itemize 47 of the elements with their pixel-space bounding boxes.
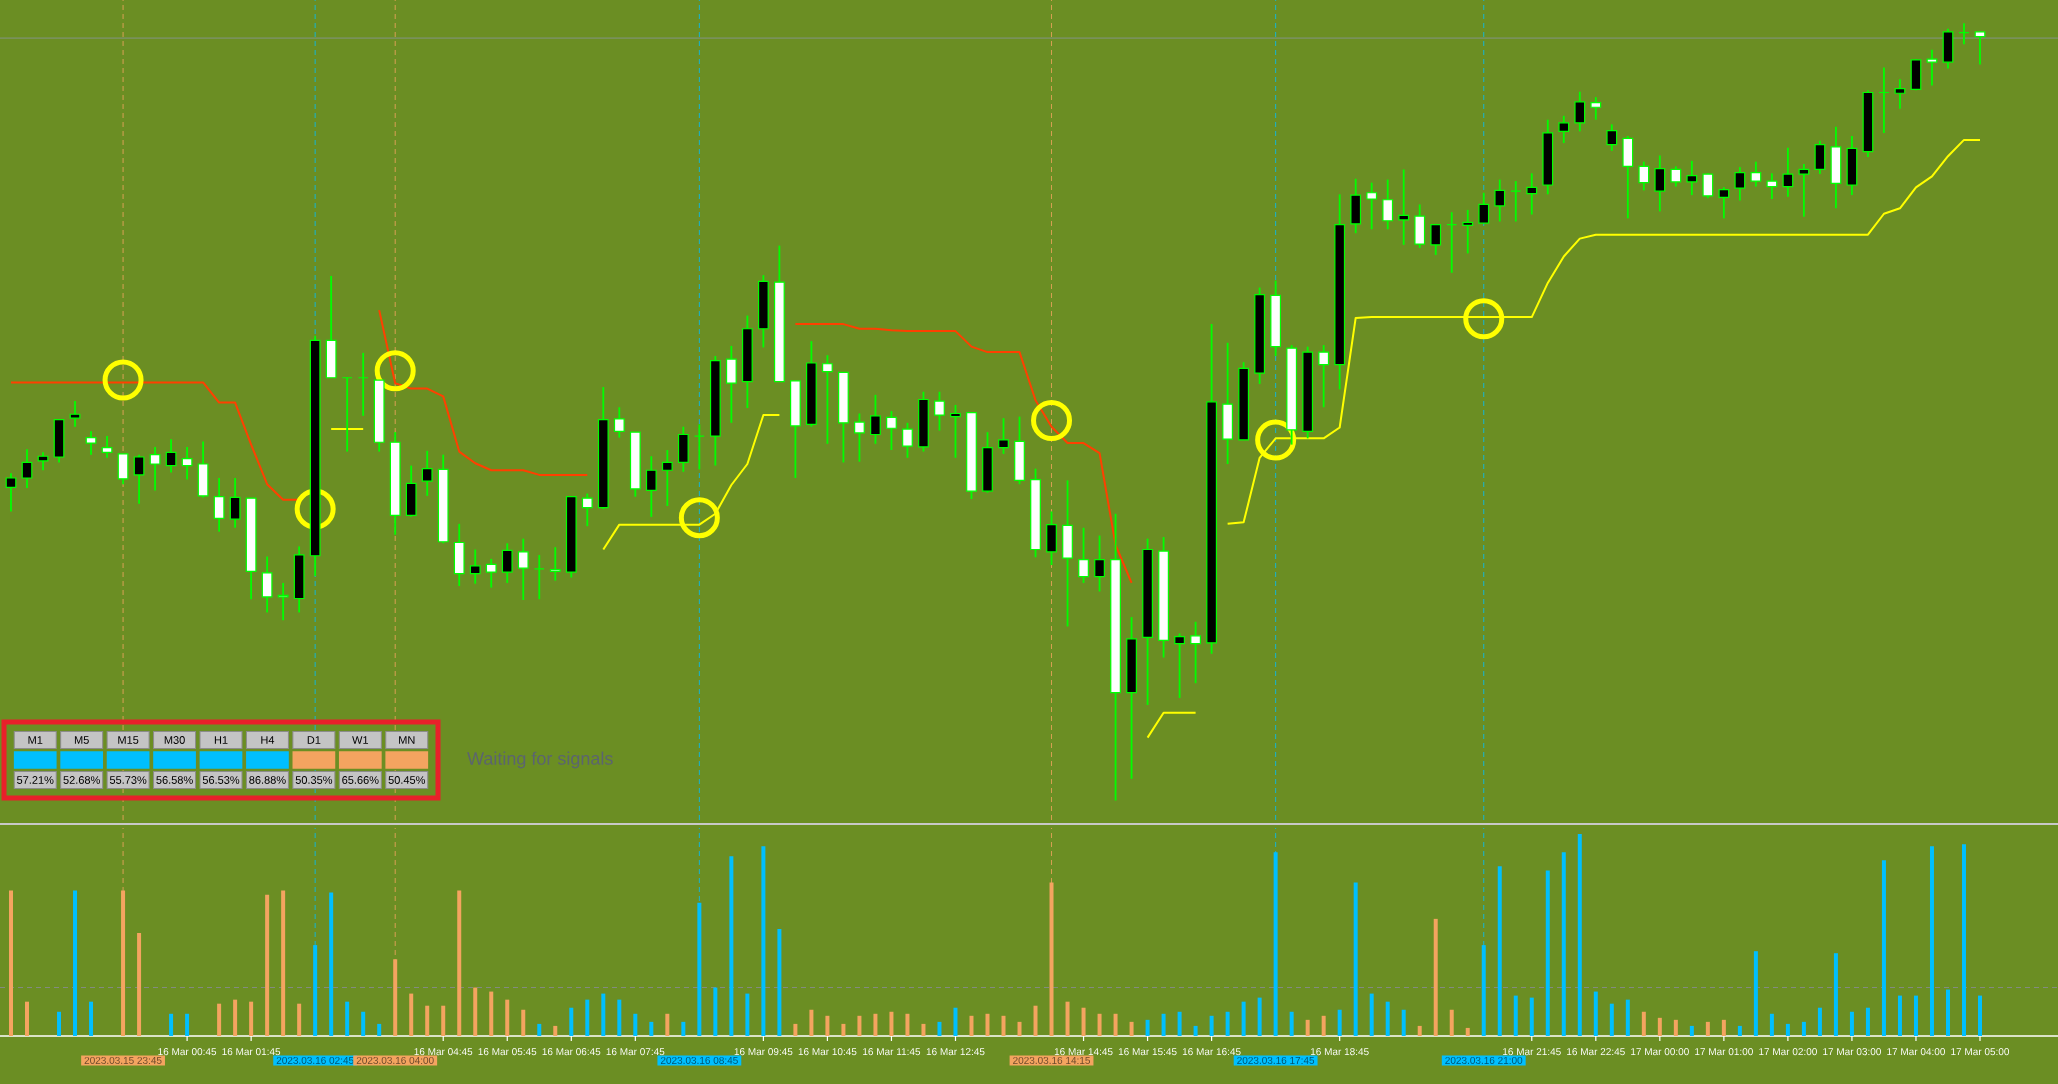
category-label: W1 — [352, 736, 369, 744]
category-label: H4 — [261, 736, 275, 744]
annotation: Waiting for signals — [467, 751, 613, 769]
x-tick-label: 16 Mar 07:45 — [606, 1048, 665, 1056]
category-label: D1 — [307, 736, 321, 744]
x-tick-label: 16 Mar 00:45 — [158, 1048, 217, 1056]
x-tick-label: 2023.03.16 21:00 — [1445, 1056, 1523, 1064]
category-label: M5 — [74, 736, 89, 744]
x-tick-label: 17 Mar 00:00 — [1631, 1048, 1689, 1056]
x-tick-label: 16 Mar 14:45 — [1054, 1048, 1113, 1056]
text: 86.88% — [249, 776, 286, 784]
category-label: MN — [399, 736, 415, 744]
x-tick-label: 16 Mar 05:45 — [478, 1048, 537, 1056]
x-tick-label: 16 Mar 16:45 — [1182, 1048, 1241, 1056]
x-tick-label: 16 Mar 10:45 — [798, 1048, 857, 1056]
text: 57.21% — [17, 776, 54, 784]
x-tick-label: 17 Mar 03:00 — [1823, 1048, 1881, 1056]
x-tick-label: 2023.03.16 04:00 — [356, 1056, 434, 1064]
x-tick-label: 2023.03.16 08:45 — [660, 1056, 738, 1064]
category-label: M1 — [28, 736, 43, 744]
x-tick-label: 2023.03.16 17:45 — [1237, 1056, 1315, 1064]
x-tick-label: 16 Mar 15:45 — [1118, 1048, 1177, 1056]
x-tick-label: 16 Mar 22:45 — [1567, 1048, 1625, 1056]
text: 50.35% — [295, 776, 333, 784]
x-tick-label: 16 Mar 04:45 — [414, 1048, 473, 1056]
x-tick-label: 17 Mar 01:00 — [1695, 1048, 1753, 1056]
text: 65.66% — [342, 776, 379, 784]
x-tick-label: 17 Mar 04:00 — [1887, 1048, 1946, 1056]
category-label: M15 — [118, 736, 139, 744]
text: 56.53% — [202, 776, 240, 784]
x-tick-label: 16 Mar 21:45 — [1503, 1048, 1561, 1056]
text: 55.73% — [109, 776, 147, 784]
x-tick-label: 2023.03.15 23:45 — [84, 1056, 162, 1064]
x-tick-label: 16 Mar 12:45 — [926, 1048, 985, 1056]
x-tick-label: 17 Mar 05:00 — [1951, 1048, 2010, 1056]
x-tick-label: 16 Mar 01:45 — [222, 1048, 281, 1056]
text: 52.68% — [63, 776, 100, 784]
x-tick-label: 16 Mar 18:45 — [1310, 1048, 1369, 1056]
x-tick-label: 2023.03.16 14:15 — [1013, 1056, 1091, 1064]
x-tick-label: 17 Mar 02:00 — [1759, 1048, 1817, 1056]
x-tick-label: 16 Mar 11:45 — [863, 1048, 921, 1056]
text: 56.58% — [156, 776, 193, 784]
category-label: M30 — [164, 736, 185, 744]
x-tick-label: 16 Mar 06:45 — [542, 1048, 601, 1056]
category-label: H1 — [214, 736, 228, 744]
text: 50.45% — [388, 776, 426, 784]
x-tick-label: 16 Mar 09:45 — [734, 1048, 793, 1056]
